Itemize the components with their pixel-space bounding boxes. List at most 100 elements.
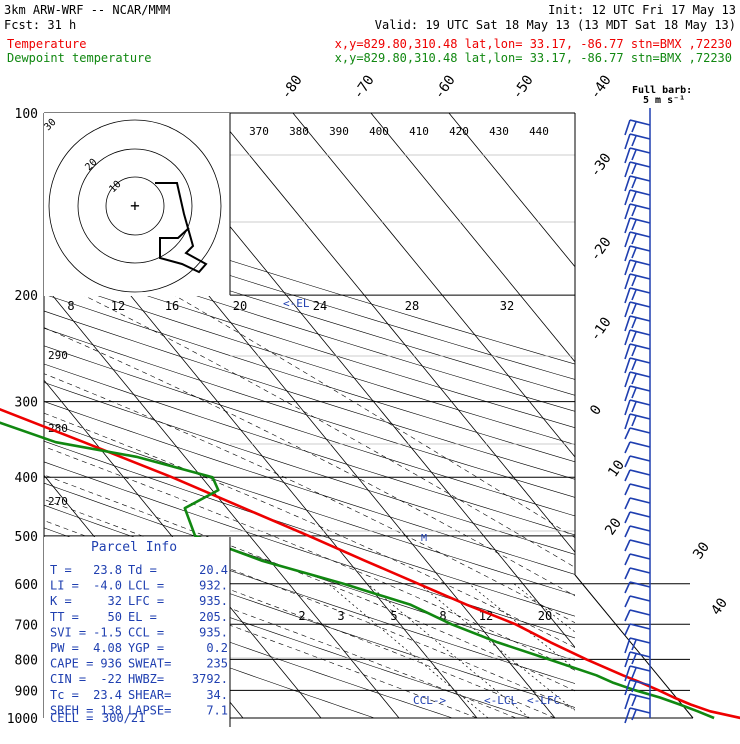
parcel-field-label: SHEAR= (128, 688, 171, 702)
pressure-label: 200 (15, 289, 38, 304)
wind-barb (624, 651, 651, 668)
wind-barb (624, 399, 651, 416)
isotherm-line (370, 113, 575, 363)
temperature-legend: Temperature (7, 37, 86, 51)
wind-barb (624, 413, 651, 430)
theta-e-label: 410 (409, 125, 429, 138)
wind-barb (624, 637, 651, 654)
hodograph-trace (155, 182, 208, 274)
theta-e-label: 370 (249, 125, 269, 138)
wind-barb (624, 259, 651, 276)
mixing-ratio-label: 3 (337, 609, 344, 623)
wind-barb (624, 707, 651, 724)
moist-adiabat (174, 294, 575, 538)
moist-adiabat (83, 294, 575, 568)
wind-barb (624, 665, 651, 682)
barb-legend-label: Full barb: (632, 85, 692, 96)
dry-adiabat (44, 310, 575, 480)
parcel-field-label: YGP = (128, 641, 164, 655)
isobar-grid: 100 200 300 400 500 600 700 800 900 1000 (7, 107, 694, 727)
wind-barb (624, 567, 651, 580)
wind-barb (624, 581, 651, 594)
height-label: 8 (67, 299, 74, 313)
dry-adiabat (44, 600, 375, 718)
parcel-field-value: 0.2 (206, 641, 228, 655)
isotherm-line (214, 113, 575, 553)
theta-e-label: 400 (369, 125, 389, 138)
dewpoint-location: x,y=829.80,310.48 lat,lon= 33.17, -86.77… (335, 51, 732, 65)
wind-barb (624, 147, 651, 164)
parcel-field-label: PW = (50, 641, 79, 655)
parcel-field-label: CAPE = (50, 657, 93, 671)
height-label: 28 (405, 299, 419, 313)
parcel-field-label: SVI = (50, 625, 86, 639)
dry-adiabat (44, 575, 453, 718)
pressure-label: 500 (15, 530, 38, 545)
pressure-label: 1000 (7, 712, 38, 727)
moist-adiabat (44, 539, 517, 718)
dry-adiabat (44, 327, 575, 498)
pressure-label: 300 (15, 396, 38, 411)
temperature-location: x,y=829.80,310.48 lat,lon= 33.17, -86.77… (335, 37, 732, 51)
wind-barb (624, 693, 651, 710)
mixing-ratio-label: 20 (538, 609, 552, 623)
parcel-field-value: 32 (108, 594, 122, 608)
mixing-ratio-line (468, 583, 575, 670)
wind-barb (624, 203, 651, 220)
temperature-tick-label: 10 (605, 457, 628, 480)
parcel-field-label: Tc = (50, 688, 79, 702)
wind-barb (624, 245, 651, 262)
parcel-field-value: 3792. (192, 672, 228, 686)
height-label: 32 (500, 299, 514, 313)
parcel-field-label: K = (50, 594, 72, 608)
isotherm-line (448, 113, 575, 268)
parcel-field-value: 20.4 (199, 563, 228, 577)
dry-adiabat (44, 293, 575, 463)
parcel-field-value: 23.4 (93, 688, 122, 702)
wind-barb (624, 595, 651, 608)
valid-time: Valid: 19 UTC Sat 18 May 13 (13 MDT Sat … (375, 18, 736, 32)
theta-e-label: 380 (289, 125, 309, 138)
lcl-marker: <-LCL (484, 694, 517, 707)
wind-barb (624, 441, 651, 454)
wind-barb (624, 385, 651, 402)
left-axis-label: 290 (48, 349, 68, 362)
wind-barb (624, 609, 651, 622)
mixing-ratio-label: 2 (298, 609, 305, 623)
parcel-field-value: 138 (100, 703, 122, 717)
pressure-label: 100 (15, 107, 38, 122)
wind-barb (624, 217, 651, 234)
parcel-field-value: 50 (108, 610, 122, 624)
mixing-ratio-label: 8 (439, 609, 446, 623)
height-label: 24 (313, 299, 327, 313)
wind-barb (624, 469, 651, 482)
wind-barb (624, 273, 651, 290)
theta-e-label: 440 (529, 125, 549, 138)
parcel-field-value: 935. (199, 625, 228, 639)
dry-adiabat (44, 401, 575, 575)
wind-barb (624, 315, 651, 332)
height-label: 16 (165, 299, 179, 313)
wind-barb (624, 483, 651, 496)
mixing-ratio-label: 5 (390, 609, 397, 623)
hodograph-center: + (130, 196, 140, 215)
wind-barb (624, 175, 651, 192)
parcel-field-value: 34. (206, 688, 228, 702)
height-label: 12 (111, 299, 125, 313)
hodograph-ring (48, 119, 222, 293)
parcel-field-label: HWBZ= (128, 672, 164, 686)
parcel-cell-value: 300/21 (102, 711, 145, 725)
parcel-field-value: -22 (100, 672, 122, 686)
parcel-field-label: EL = (128, 610, 157, 624)
wind-barb (624, 189, 651, 206)
parcel-field-label: T = (50, 563, 72, 577)
parcel-field-label: CIN = (50, 672, 86, 686)
height-label: 20 (233, 299, 247, 313)
dry-adiabat (44, 200, 575, 365)
dry-adiabat (44, 345, 575, 517)
parcel-field-label: SREH = (50, 703, 93, 717)
parcel-box-background (44, 537, 230, 727)
pressure-label: 400 (15, 471, 38, 486)
parcel-cell-label: CELL = (50, 711, 93, 725)
